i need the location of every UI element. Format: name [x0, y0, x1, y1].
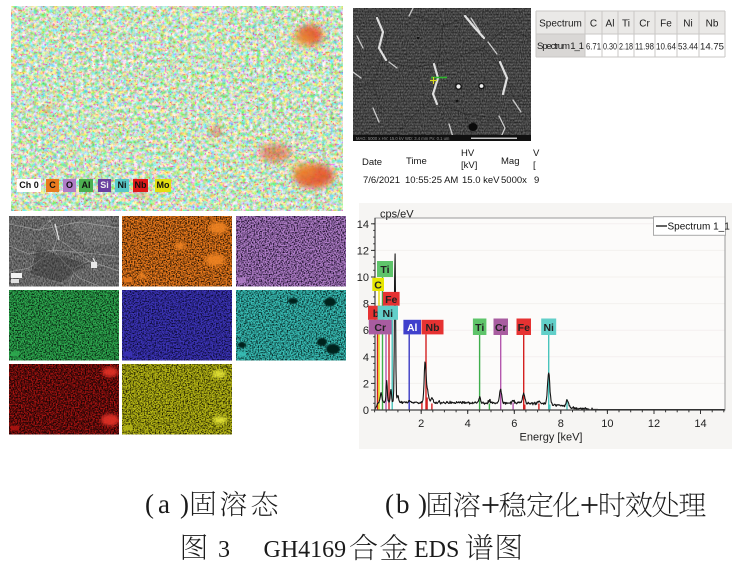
svg-text:8: 8	[558, 418, 564, 430]
svg-text:4: 4	[465, 418, 471, 430]
svg-text:6: 6	[511, 418, 517, 430]
svg-text:C: C	[374, 279, 382, 291]
svg-text:): )	[180, 489, 189, 519]
svg-text:Cr: Cr	[495, 322, 507, 334]
svg-text:GH4169: GH4169	[264, 537, 347, 563]
svg-text:14: 14	[694, 418, 706, 430]
svg-text:Fe: Fe	[385, 294, 397, 306]
svg-text:11.98: 11.98	[635, 42, 654, 53]
svg-text:Al: Al	[407, 322, 418, 334]
svg-text:10.64: 10.64	[656, 42, 677, 53]
svg-text:Cr: Cr	[374, 322, 386, 334]
svg-text:4: 4	[363, 352, 369, 364]
svg-text:Nb: Nb	[426, 322, 440, 334]
svg-text:14.75: 14.75	[700, 42, 724, 53]
svg-text:Fe: Fe	[518, 322, 530, 334]
svg-text:10: 10	[601, 418, 613, 430]
svg-text:Ni: Ni	[383, 308, 394, 320]
svg-text:Ni: Ni	[543, 322, 554, 334]
svg-text:cps/eV: cps/eV	[380, 209, 414, 221]
svg-text:Spectrum 1_1: Spectrum 1_1	[537, 41, 584, 52]
svg-text:Cr: Cr	[639, 19, 650, 30]
svg-text:Nb: Nb	[706, 19, 719, 30]
svg-text:14: 14	[357, 219, 369, 231]
svg-text:3: 3	[218, 537, 230, 563]
svg-text:0.30: 0.30	[603, 42, 617, 53]
svg-text:C: C	[590, 19, 597, 30]
svg-text:6: 6	[363, 325, 369, 337]
svg-text:2: 2	[363, 378, 369, 390]
svg-text:Al: Al	[606, 19, 615, 30]
svg-text:10: 10	[357, 272, 369, 284]
svg-text:2.18: 2.18	[619, 42, 633, 53]
svg-text:Spectrum 1_1: Spectrum 1_1	[668, 222, 731, 233]
svg-text:Ti: Ti	[622, 19, 630, 30]
svg-text:2: 2	[418, 418, 424, 430]
svg-text:8: 8	[363, 299, 369, 311]
svg-text:(: (	[385, 489, 394, 519]
svg-text:b: b	[396, 489, 410, 519]
svg-text:a: a	[158, 489, 170, 519]
svg-text:Spectrum: Spectrum	[539, 19, 582, 30]
svg-text:b: b	[373, 308, 379, 320]
svg-text:EDS: EDS	[414, 537, 459, 563]
svg-text:Fe: Fe	[660, 19, 672, 30]
svg-text:Ti: Ti	[380, 264, 389, 276]
svg-text:12: 12	[648, 418, 660, 430]
svg-text:6.71: 6.71	[586, 42, 601, 53]
svg-text:MAG: 5000 x HV: 15.0 kV WD:: MAG: 5000 x HV: 15.0 kV WD: 3.4 mm Px: 0…	[356, 136, 450, 141]
svg-text:(: (	[145, 489, 154, 519]
svg-text:0: 0	[363, 405, 369, 417]
svg-text:12: 12	[357, 245, 369, 257]
svg-text:Ni: Ni	[683, 19, 692, 30]
svg-text:Energy [keV]: Energy [keV]	[520, 432, 583, 444]
svg-text:Ti: Ti	[475, 322, 484, 334]
svg-text:): )	[418, 489, 427, 519]
svg-text:53.44: 53.44	[678, 42, 699, 53]
